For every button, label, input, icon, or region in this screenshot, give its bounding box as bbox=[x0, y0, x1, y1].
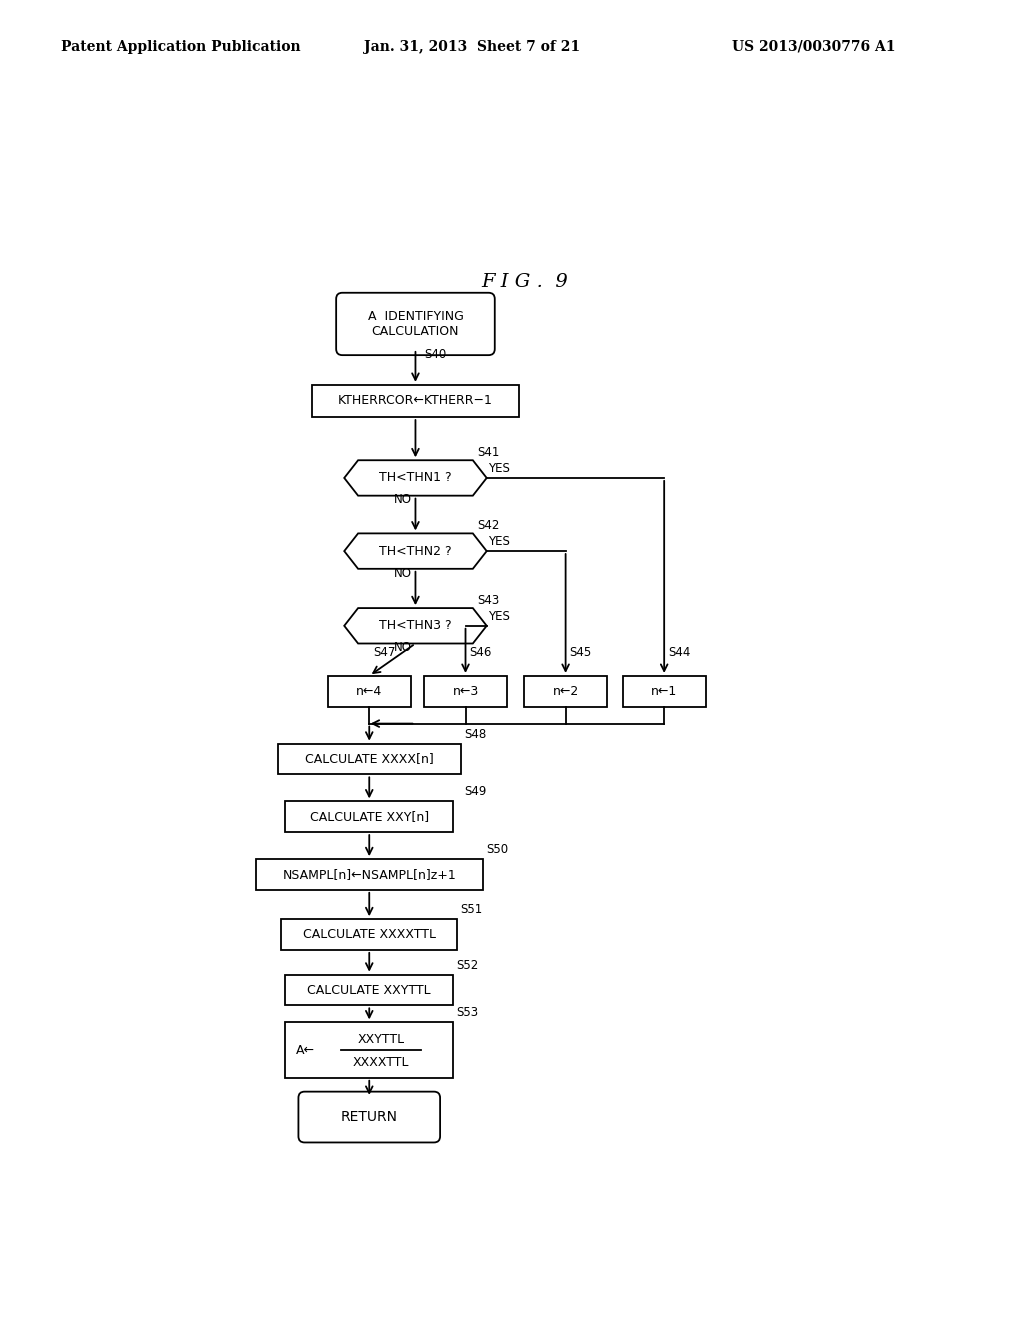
Text: XXYTTL: XXYTTL bbox=[357, 1032, 404, 1045]
Bar bbox=[424, 676, 507, 706]
Text: n←4: n←4 bbox=[356, 685, 382, 698]
Text: n←1: n←1 bbox=[651, 685, 677, 698]
Text: S53: S53 bbox=[457, 1006, 478, 1019]
Text: YES: YES bbox=[488, 535, 510, 548]
Text: S52: S52 bbox=[457, 958, 478, 972]
Text: S40: S40 bbox=[425, 347, 446, 360]
Text: NO: NO bbox=[394, 642, 412, 655]
Text: US 2013/0030776 A1: US 2013/0030776 A1 bbox=[732, 40, 896, 54]
Text: S50: S50 bbox=[486, 843, 508, 857]
Text: S43: S43 bbox=[477, 594, 500, 607]
Text: CALCULATE XXY[n]: CALCULATE XXY[n] bbox=[309, 810, 429, 824]
Polygon shape bbox=[344, 609, 486, 644]
Bar bbox=[282, 919, 457, 950]
Bar bbox=[286, 1022, 454, 1077]
Text: NO: NO bbox=[394, 566, 412, 579]
Bar bbox=[524, 676, 607, 706]
Text: XXXXTTL: XXXXTTL bbox=[352, 1056, 409, 1069]
Bar bbox=[286, 801, 454, 832]
Text: A←: A← bbox=[296, 1044, 315, 1056]
Text: S41: S41 bbox=[477, 446, 500, 459]
Text: CALCULATE XXYTTL: CALCULATE XXYTTL bbox=[307, 983, 431, 997]
Text: YES: YES bbox=[488, 610, 510, 623]
Bar bbox=[311, 385, 519, 417]
Text: S48: S48 bbox=[464, 727, 486, 741]
Text: F I G .  9: F I G . 9 bbox=[481, 273, 568, 290]
Text: TH<THN3 ?: TH<THN3 ? bbox=[379, 619, 452, 632]
Bar bbox=[328, 676, 411, 706]
Text: TH<THN1 ?: TH<THN1 ? bbox=[379, 471, 452, 484]
Text: CALCULATE XXXXTTL: CALCULATE XXXXTTL bbox=[303, 928, 436, 941]
Polygon shape bbox=[344, 533, 486, 569]
Text: RETURN: RETURN bbox=[341, 1110, 397, 1125]
Text: S45: S45 bbox=[569, 645, 592, 659]
Text: Patent Application Publication: Patent Application Publication bbox=[61, 40, 301, 54]
Text: S51: S51 bbox=[460, 903, 482, 916]
Text: n←3: n←3 bbox=[453, 685, 478, 698]
Text: n←2: n←2 bbox=[553, 685, 579, 698]
Text: A  IDENTIFYING
CALCULATION: A IDENTIFYING CALCULATION bbox=[368, 310, 464, 338]
Text: YES: YES bbox=[488, 462, 510, 475]
Text: TH<THN2 ?: TH<THN2 ? bbox=[379, 545, 452, 557]
Bar bbox=[623, 676, 706, 706]
Text: CALCULATE XXXX[n]: CALCULATE XXXX[n] bbox=[305, 752, 433, 766]
Text: S42: S42 bbox=[477, 519, 500, 532]
Text: Jan. 31, 2013  Sheet 7 of 21: Jan. 31, 2013 Sheet 7 of 21 bbox=[364, 40, 580, 54]
Bar bbox=[286, 974, 454, 1006]
Text: S47: S47 bbox=[373, 645, 395, 659]
Text: NO: NO bbox=[394, 494, 412, 507]
FancyBboxPatch shape bbox=[298, 1092, 440, 1143]
Polygon shape bbox=[344, 461, 486, 496]
Bar bbox=[278, 743, 461, 775]
Text: S46: S46 bbox=[469, 645, 492, 659]
Text: NSAMPL[n]←NSAMPL[n]z+1: NSAMPL[n]←NSAMPL[n]z+1 bbox=[283, 869, 456, 880]
Bar bbox=[256, 859, 483, 890]
Text: KTHERRCOR←KTHERR−1: KTHERRCOR←KTHERR−1 bbox=[338, 395, 493, 408]
FancyBboxPatch shape bbox=[336, 293, 495, 355]
Text: S44: S44 bbox=[668, 645, 690, 659]
Text: S49: S49 bbox=[464, 785, 486, 799]
